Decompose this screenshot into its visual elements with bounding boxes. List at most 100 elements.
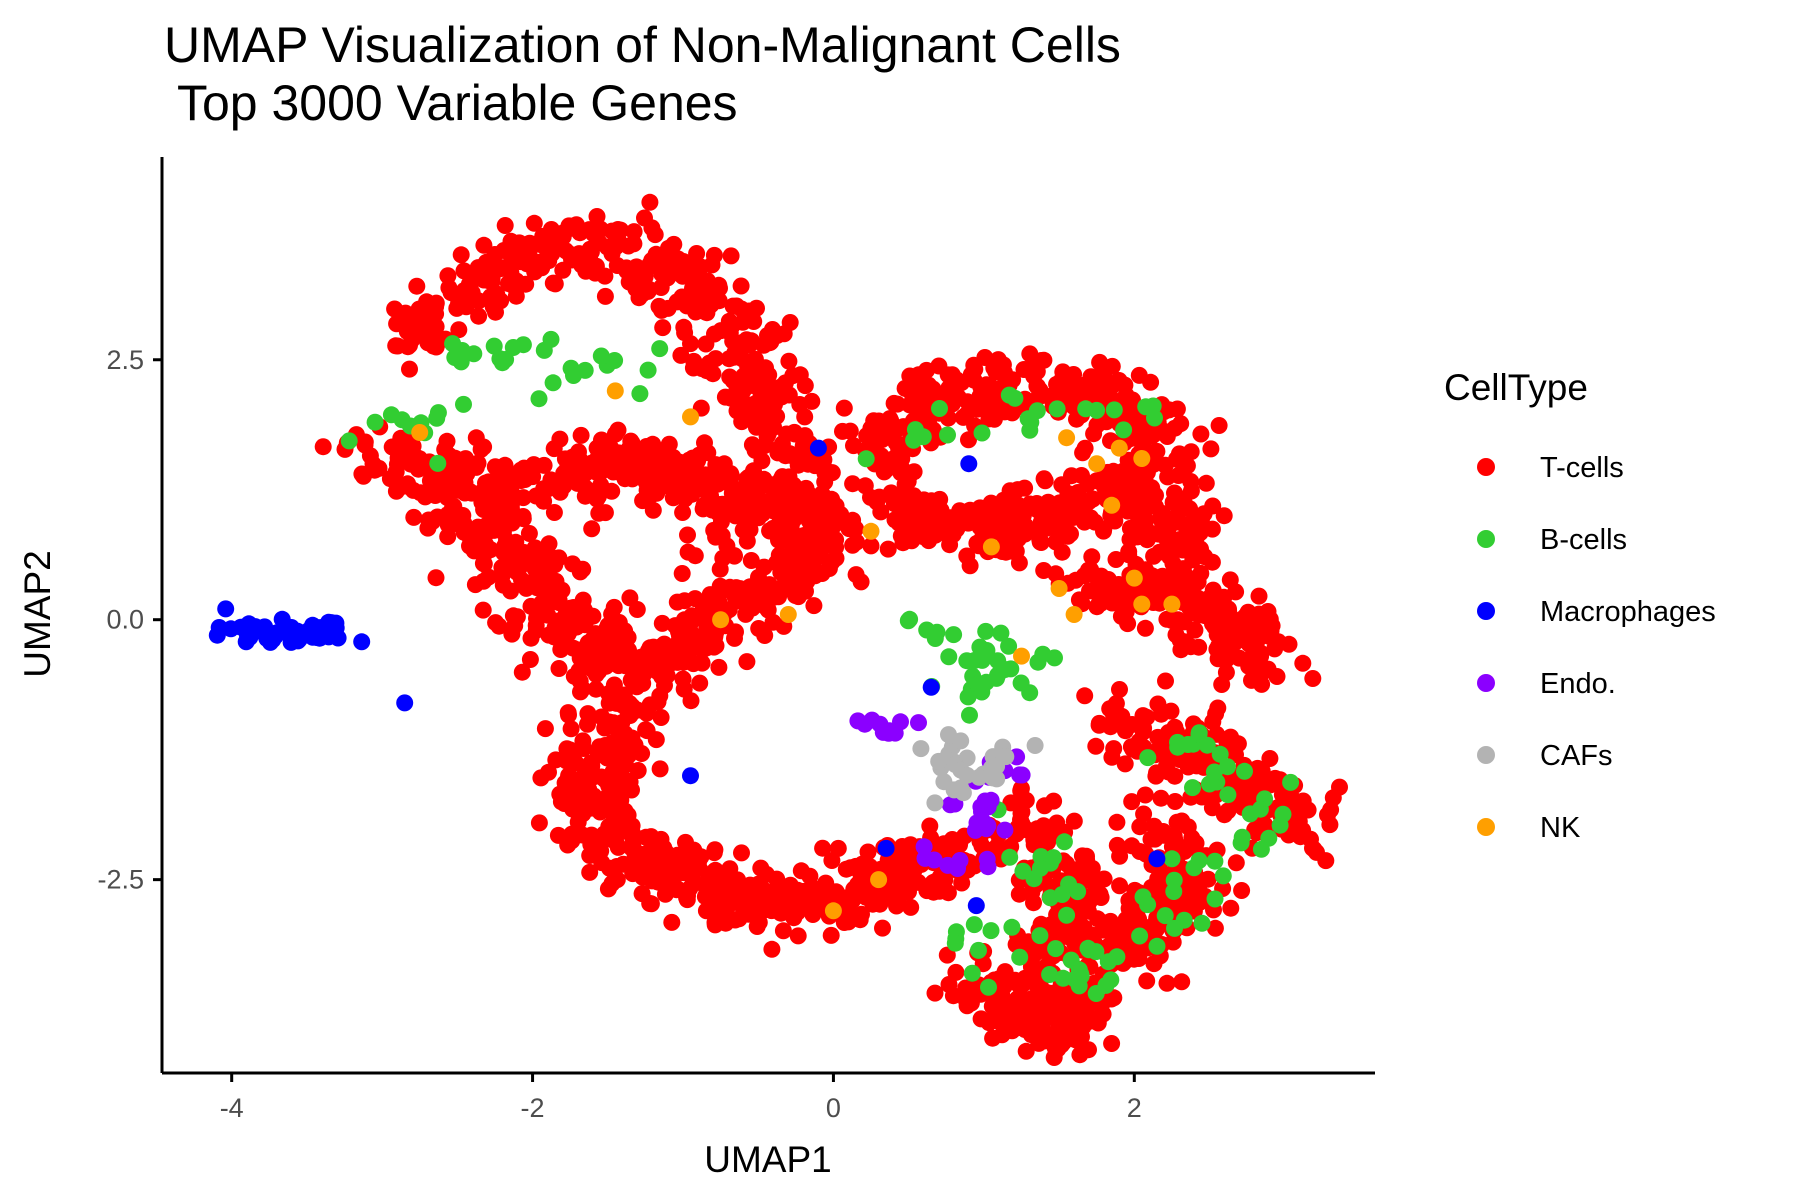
point xyxy=(1103,357,1121,375)
point xyxy=(1099,571,1117,588)
point xyxy=(1166,419,1184,437)
point xyxy=(961,706,978,724)
point xyxy=(1165,512,1183,530)
point xyxy=(638,481,656,499)
point xyxy=(1026,833,1044,850)
point xyxy=(565,367,582,384)
point xyxy=(926,984,944,1002)
point xyxy=(615,649,633,667)
point xyxy=(1130,950,1148,967)
x-tick-label: 0 xyxy=(826,1093,841,1123)
point xyxy=(961,557,979,575)
point xyxy=(947,963,965,981)
point xyxy=(971,518,989,536)
point xyxy=(1125,569,1143,587)
point xyxy=(608,871,626,889)
point xyxy=(461,537,478,555)
point xyxy=(461,483,479,501)
point xyxy=(922,678,940,696)
point xyxy=(969,675,987,693)
point xyxy=(561,768,579,786)
point xyxy=(671,468,689,486)
point xyxy=(945,838,963,856)
point xyxy=(1021,684,1039,702)
point xyxy=(1111,877,1129,895)
point xyxy=(612,791,630,809)
point xyxy=(1192,425,1210,443)
point xyxy=(1198,736,1216,754)
point xyxy=(743,309,761,327)
point xyxy=(629,701,647,719)
point xyxy=(530,390,548,408)
point xyxy=(1036,797,1053,815)
point xyxy=(1010,554,1028,572)
point xyxy=(1065,812,1083,830)
point xyxy=(750,568,767,586)
point xyxy=(651,760,669,778)
point xyxy=(1219,758,1236,776)
point xyxy=(583,757,601,775)
point xyxy=(1149,695,1167,713)
point xyxy=(579,705,597,723)
point xyxy=(935,773,953,791)
point xyxy=(1083,548,1101,566)
point xyxy=(654,319,672,337)
point xyxy=(1085,425,1103,443)
point xyxy=(1013,766,1031,784)
point xyxy=(999,1004,1017,1022)
point xyxy=(1186,530,1204,548)
point xyxy=(1261,750,1279,767)
point xyxy=(1206,890,1224,908)
point xyxy=(452,246,470,264)
series-b-cells xyxy=(340,330,1300,1002)
point xyxy=(972,378,990,396)
point xyxy=(1028,501,1046,519)
point xyxy=(759,593,777,611)
point xyxy=(544,374,562,392)
legend-item: T-cells xyxy=(1477,452,1624,484)
point xyxy=(705,844,723,862)
point xyxy=(723,467,740,485)
point xyxy=(1099,953,1117,971)
point xyxy=(670,848,688,865)
point xyxy=(682,408,699,426)
point xyxy=(1097,976,1115,994)
point xyxy=(1094,914,1112,932)
point xyxy=(542,330,560,348)
point xyxy=(1133,450,1151,467)
point xyxy=(1097,371,1115,389)
point xyxy=(1120,543,1138,561)
point xyxy=(1128,528,1146,546)
point xyxy=(616,725,634,743)
point xyxy=(705,521,723,539)
point xyxy=(742,552,760,569)
point xyxy=(522,629,540,647)
point xyxy=(921,817,939,835)
point xyxy=(989,351,1007,369)
point xyxy=(483,273,501,291)
point xyxy=(503,514,521,532)
point xyxy=(418,293,436,311)
point xyxy=(841,422,859,440)
point xyxy=(705,246,723,264)
point xyxy=(879,540,897,558)
point xyxy=(738,601,756,619)
point xyxy=(455,395,472,413)
point xyxy=(608,694,626,712)
point xyxy=(535,456,553,474)
point xyxy=(973,424,991,442)
point xyxy=(589,233,607,251)
point xyxy=(614,739,632,757)
point xyxy=(1112,466,1130,483)
point xyxy=(791,366,809,384)
point xyxy=(490,617,508,635)
point xyxy=(1133,595,1151,613)
point xyxy=(463,284,481,302)
point xyxy=(849,712,867,730)
point xyxy=(590,504,608,522)
point xyxy=(485,337,503,355)
point xyxy=(1108,813,1126,831)
point xyxy=(1138,972,1156,990)
point xyxy=(1156,907,1174,925)
point xyxy=(600,713,618,731)
